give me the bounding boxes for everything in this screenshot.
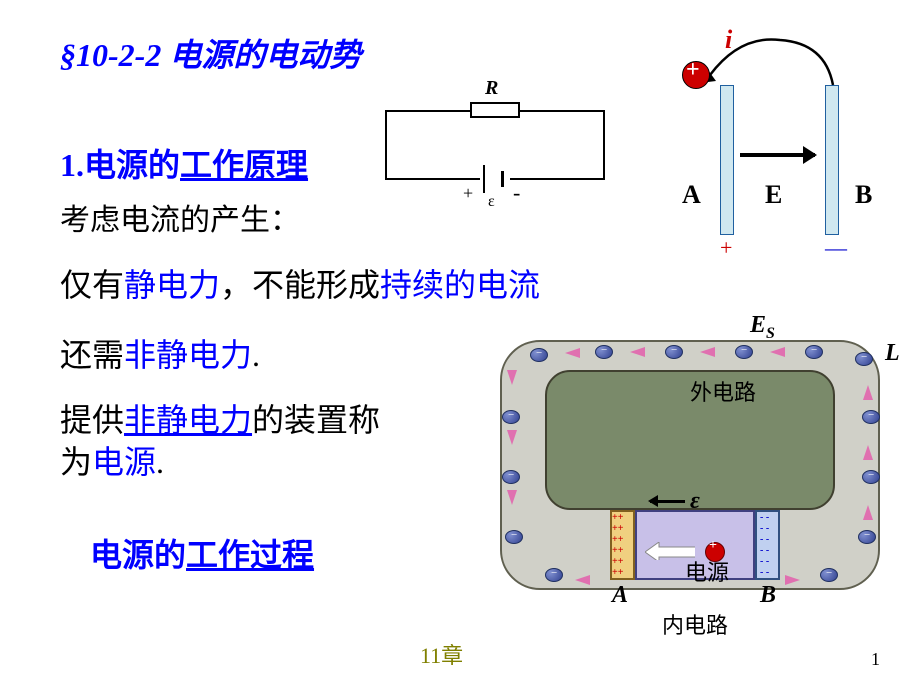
minus-bottom: — xyxy=(825,235,847,261)
text-line-5: 提供非静电力的装置称 为电源. xyxy=(60,400,380,483)
section1-prefix: 1. xyxy=(60,147,84,183)
l3d: 持续的电流 xyxy=(380,267,540,303)
battery-plus-plate xyxy=(483,165,485,193)
l6a: 电源的 xyxy=(90,537,186,573)
minus-label: - xyxy=(513,180,520,206)
text-line-3: 仅有静电力，不能形成持续的电流 xyxy=(60,260,540,306)
charge-plus: + xyxy=(686,57,700,84)
circuit-diagram-2: ++++++++++++ - -- -- -- -- -- - + ES L 外… xyxy=(490,320,910,630)
circuit-diagram-1: R + - ε xyxy=(375,85,615,195)
battery-minus-plate xyxy=(501,171,504,187)
l5f: . xyxy=(156,444,164,480)
section1-underline: 工作原理 xyxy=(180,147,308,183)
slide-title: §10-2-2 电源的电动势 xyxy=(60,30,361,76)
l-label: L xyxy=(885,340,900,367)
epsilon-label-2: ε xyxy=(690,488,700,515)
l4c: . xyxy=(252,337,260,373)
a2-label: A xyxy=(612,582,628,609)
plus-label: + xyxy=(463,183,473,204)
inner-circuit-label: 内电路 xyxy=(662,608,728,640)
resistor-icon xyxy=(470,102,520,118)
current-i-label: i xyxy=(725,25,732,55)
l5a: 提供 xyxy=(60,402,124,438)
l3a: 仅有 xyxy=(60,267,124,303)
plus-bottom: + xyxy=(720,235,732,261)
l3c: ，不能形成 xyxy=(220,267,380,303)
l4b: 非静电力 xyxy=(124,337,252,373)
text-line-4: 还需非静电力. xyxy=(60,330,260,376)
l5e: 电源 xyxy=(92,444,156,480)
label-b: B xyxy=(855,180,872,210)
l4a: 还需 xyxy=(60,337,124,373)
text-line-6: 电源的工作过程 xyxy=(90,530,314,576)
section-heading-1: 1.电源的工作原理 xyxy=(60,140,308,186)
plate-b xyxy=(825,85,839,235)
outer-circuit-label: 外电路 xyxy=(690,375,756,407)
b2-label: B xyxy=(760,582,776,609)
plate-a xyxy=(720,85,734,235)
label-a: A xyxy=(682,180,701,210)
e-field-arrow-icon xyxy=(740,153,815,157)
l5b: 非静电力 xyxy=(124,402,252,438)
footer-chapter: 11章 xyxy=(420,638,463,670)
es-label: ES xyxy=(750,312,775,343)
l6b: 工作过程 xyxy=(186,537,314,573)
footer-page: 1 xyxy=(871,649,880,670)
l5c: 的装置称 xyxy=(252,402,380,438)
text-line-2: 考虑电流的产生： xyxy=(60,195,300,239)
section1-text: 电源的 xyxy=(84,147,180,183)
resistor-label: R xyxy=(485,77,498,100)
l3b: 静电力 xyxy=(124,267,220,303)
label-e: E xyxy=(765,180,782,210)
epsilon-arrow-icon xyxy=(650,500,685,503)
source-label: 电源 xyxy=(685,555,729,587)
capacitor-diagram: + i A E B + — xyxy=(650,25,910,235)
l5d: 为 xyxy=(60,444,92,480)
epsilon-label: ε xyxy=(488,193,495,211)
